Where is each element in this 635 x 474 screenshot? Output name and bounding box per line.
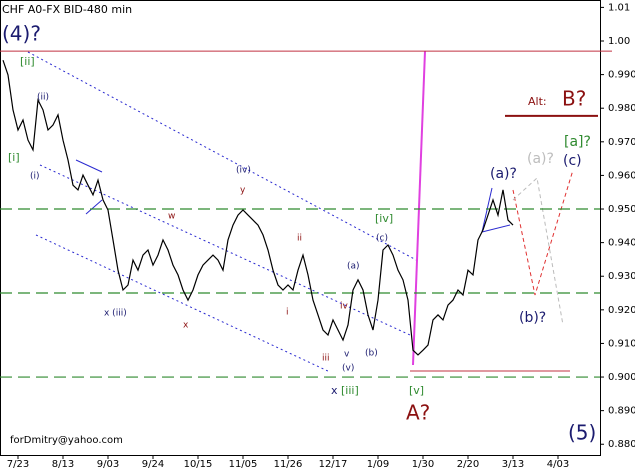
y-tick-label: 0.990 — [608, 70, 635, 81]
author: forDmitry@yahoo.com — [10, 435, 123, 446]
y-tick-label: 0.930 — [608, 271, 635, 282]
wave-label: ii — [297, 234, 302, 244]
y-tick-label: 0.970 — [608, 137, 635, 148]
wave-label: (4)? — [2, 22, 41, 46]
wave-label: x (iii) — [104, 309, 127, 319]
y-tick-label: 0.910 — [608, 338, 635, 349]
y-tick-label: 0.920 — [608, 305, 635, 316]
chart-title: CHF A0-FX BID-480 min — [2, 3, 132, 16]
x-tick-label: 7/23 — [7, 459, 29, 470]
x-tick-label: 10/15 — [184, 459, 213, 470]
wave-label: [ii] — [20, 55, 35, 68]
wave-label: (a) — [347, 262, 360, 272]
wedge-lines — [75, 159, 511, 233]
wave-label: x — [331, 384, 338, 397]
y-tick-label: 0.950 — [608, 204, 635, 215]
x-tick-label: 11/26 — [274, 459, 303, 470]
y-tick-label: 0.980 — [608, 103, 635, 114]
wave-label: y — [240, 186, 246, 196]
x-tick-label: 11/05 — [229, 459, 258, 470]
wave-label: [i] — [8, 151, 20, 164]
wave-label: [iii] — [341, 384, 359, 397]
x-tick-label: 4/03 — [547, 459, 569, 470]
wave-label: A? — [406, 401, 430, 425]
wave-label: [iv] — [375, 212, 393, 225]
wave-label: v — [344, 350, 350, 360]
wave-label: iii — [322, 354, 330, 364]
channel-lines — [27, 51, 421, 373]
x-tick-label: 8/13 — [52, 459, 74, 470]
wave-label: (a)? — [490, 166, 517, 182]
y-tick-label: 0.890 — [608, 406, 635, 417]
x-tick-label: 3/13 — [502, 459, 524, 470]
x-tick-label: 1/30 — [412, 459, 434, 470]
wave-label: (i) — [30, 172, 40, 182]
y-tick-label: 1.00 — [608, 36, 630, 47]
y-tick-label: 0.900 — [608, 372, 635, 383]
impulse-line — [412, 50, 426, 366]
wave-label: (iv) — [236, 166, 251, 176]
wave-label: iv — [340, 302, 349, 312]
wave-label: [a]? — [564, 134, 591, 150]
y-tick-label: 0.960 — [608, 170, 635, 181]
x-tick-label: 9/03 — [97, 459, 119, 470]
wave-label: B? — [562, 87, 586, 111]
wave-label: (a)? — [527, 151, 554, 167]
price-line — [2, 60, 514, 356]
x-tick-label: 9/24 — [142, 459, 164, 470]
y-tick-label: 0.940 — [608, 238, 635, 249]
wave-label: (b) — [365, 349, 378, 359]
wave-label: Alt: — [528, 95, 547, 108]
x-tick-label: 1/09 — [367, 459, 389, 470]
x-tick-label: 2/20 — [457, 459, 479, 470]
projection-gray — [512, 177, 564, 326]
wave-label: x — [183, 321, 189, 331]
y-tick-label: 0.880 — [608, 439, 635, 450]
wave-label: (c) — [563, 153, 582, 169]
wave-label: (v) — [342, 364, 354, 374]
wave-label: [v] — [409, 384, 424, 397]
x-tick-label: 12/17 — [319, 459, 348, 470]
wave-label: i — [286, 308, 289, 318]
wave-label: (b)? — [519, 310, 546, 326]
wave-label: (5) — [568, 421, 596, 445]
wave-label: w — [168, 212, 175, 222]
plot-frame — [0, 0, 601, 456]
y-tick-label: 1.01 — [608, 2, 630, 13]
projection-red — [512, 169, 574, 296]
wave-label: (ii) — [37, 93, 49, 103]
wave-label: (c) — [376, 234, 388, 244]
